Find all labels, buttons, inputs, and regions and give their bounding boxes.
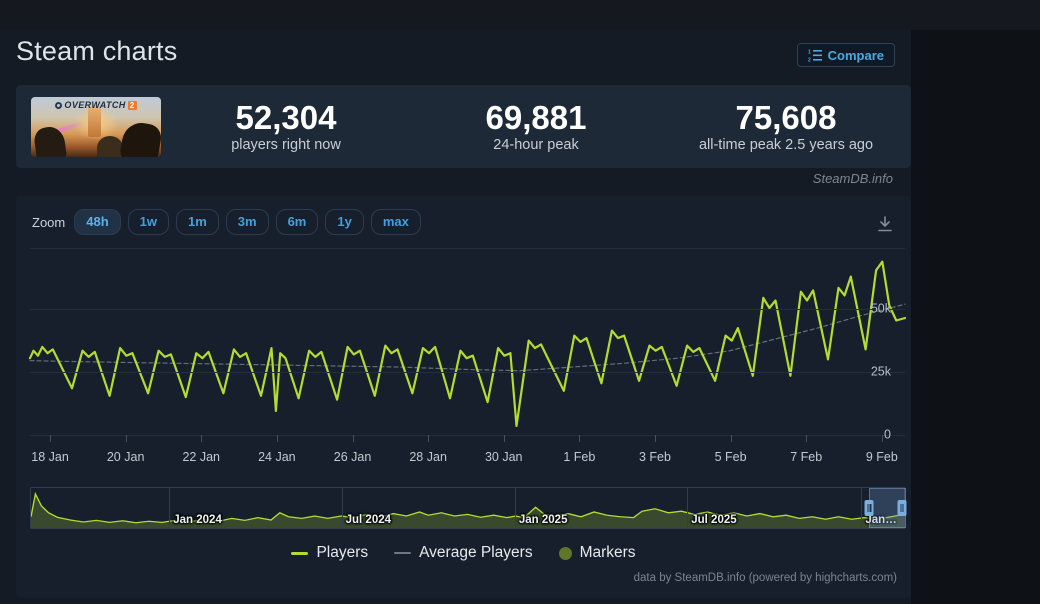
x-axis-label: 18 Jan xyxy=(31,450,69,464)
navigator-line xyxy=(31,491,904,524)
zoom-button-1y[interactable]: 1y xyxy=(325,209,364,235)
x-axis-tick xyxy=(881,435,883,442)
ordered-list-icon: 1 2 xyxy=(808,49,822,62)
navigator-gridline xyxy=(341,488,343,528)
svg-text:1: 1 xyxy=(808,49,811,55)
overwatch-logo-icon xyxy=(55,101,63,109)
zoom-button-max[interactable]: max xyxy=(370,209,421,235)
stat-24h-peak: 69,881 24-hour peak xyxy=(411,99,661,154)
y-axis-label: 25k xyxy=(870,364,891,379)
legend-item-markers[interactable]: Markers xyxy=(558,544,636,562)
x-axis-label: 5 Feb xyxy=(714,450,747,464)
download-chart-button[interactable] xyxy=(873,214,897,238)
x-axis-tick xyxy=(806,435,808,442)
chart-panel: Zoom 48h 1w 1m 3m 6m 1y max 0 25k 50k 18 J… xyxy=(16,196,911,598)
navigator-chart-svg xyxy=(31,491,904,528)
gridline xyxy=(30,372,905,374)
x-axis-label: 24 Jan xyxy=(258,450,296,464)
peak-24h-value: 69,881 xyxy=(485,99,587,136)
gridline xyxy=(30,309,905,311)
x-axis-label: 1 Feb xyxy=(563,450,596,464)
x-axis-label: 3 Feb xyxy=(638,450,671,464)
markers-swatch xyxy=(558,546,572,560)
players-now-value: 52,304 xyxy=(235,99,337,136)
page-title: Steam charts xyxy=(16,36,178,66)
navigator-left-handle[interactable] xyxy=(864,500,874,516)
navigator-date-label: Jan 2024 xyxy=(173,514,222,526)
x-axis-label: 9 Feb xyxy=(865,450,898,464)
navigator-gridline xyxy=(514,488,516,528)
peak-all-value: 75,608 xyxy=(735,99,837,136)
zoom-button-1m[interactable]: 1m xyxy=(175,209,219,235)
x-axis-label: 26 Jan xyxy=(333,450,372,464)
stats-panel: OVERWATCH 2 52,304 players right now 69,8… xyxy=(16,85,911,168)
x-axis-tick xyxy=(654,435,656,442)
navigator-date-label: Jan… xyxy=(865,514,897,526)
navigator-gridline xyxy=(169,488,171,528)
stat-alltime-peak: 75,608 all-time peak 2.5 years ago xyxy=(661,99,911,154)
navigator-date-label: Jan 2025 xyxy=(518,514,568,526)
capsule-figure-right xyxy=(118,119,161,157)
chart-navigator[interactable]: Jan 2024 Jul 2024 Jan 2025 Jul 2025 Jan… xyxy=(30,487,907,529)
players-line xyxy=(28,260,907,428)
main-chart: 0 25k 50k xyxy=(28,248,907,441)
y-axis-label: 50k xyxy=(870,301,891,316)
zoom-button-48h[interactable]: 48h xyxy=(74,209,121,235)
x-axis-label: 7 Feb xyxy=(790,450,823,464)
gridline xyxy=(30,435,905,436)
zoom-button-6m[interactable]: 6m xyxy=(275,209,319,235)
x-axis-label: 30 Jan xyxy=(484,450,523,464)
navigator-gridline xyxy=(861,488,863,528)
x-axis-tick xyxy=(730,435,732,442)
zoom-button-1w[interactable]: 1w xyxy=(127,209,169,235)
x-axis-label: 20 Jan xyxy=(106,450,145,464)
chart-credits: data by SteamDB.info (powered by highcha… xyxy=(633,572,897,584)
y-axis-label: 0 xyxy=(884,427,891,442)
zoom-label: Zoom xyxy=(32,214,66,230)
download-icon xyxy=(878,216,892,232)
top-bar xyxy=(0,0,1040,30)
x-axis-tick xyxy=(579,435,581,442)
legend-item-average-players[interactable]: Average Players xyxy=(394,544,533,562)
compare-label: Compare xyxy=(827,47,884,63)
x-axis-label: 22 Jan xyxy=(182,450,220,464)
capsule-figure-middle xyxy=(97,135,123,157)
peak-24h-label: 24-hour peak xyxy=(493,137,579,153)
svg-text:2: 2 xyxy=(808,57,811,62)
main-chart-svg xyxy=(28,260,907,428)
main-content: Steam charts 1 2 Compare OVERWATCH 2 52,3… xyxy=(0,30,911,604)
peak-all-label: all-time peak 2.5 years ago xyxy=(698,137,874,153)
stat-players-now: 52,304 players right now xyxy=(161,99,411,154)
x-axis-tick xyxy=(428,435,430,442)
navigator-right-handle[interactable] xyxy=(897,500,907,516)
compare-button[interactable]: 1 2 Compare xyxy=(796,43,895,67)
zoom-controls: Zoom 48h 1w 1m 3m 6m 1y max xyxy=(32,209,421,235)
x-axis-tick xyxy=(50,435,52,442)
players-now-label: players right now xyxy=(231,137,341,153)
x-axis-label: 28 Jan xyxy=(409,450,447,464)
x-axis-tick xyxy=(276,435,278,442)
game-logo: OVERWATCH 2 xyxy=(31,100,161,110)
x-axis-tick xyxy=(503,435,505,442)
players-line-swatch xyxy=(291,551,309,555)
game-capsule[interactable]: OVERWATCH 2 xyxy=(31,96,161,157)
navigator-date-label: Jul 2024 xyxy=(345,514,392,526)
navigator-gridline xyxy=(687,488,689,528)
x-axis-tick xyxy=(201,435,203,442)
average-players-line-swatch xyxy=(394,552,412,554)
legend-item-players[interactable]: Players xyxy=(291,544,368,562)
steamdb-watermark: SteamDB.info xyxy=(812,171,893,186)
capsule-tower xyxy=(88,106,101,137)
x-axis-tick xyxy=(352,435,354,442)
navigator-date-label: Jul 2025 xyxy=(691,514,737,526)
chart-legend: Players Average Players Markers xyxy=(16,544,911,562)
x-axis-tick xyxy=(125,435,127,442)
zoom-button-3m[interactable]: 3m xyxy=(225,209,269,235)
average-players-line xyxy=(29,303,906,372)
